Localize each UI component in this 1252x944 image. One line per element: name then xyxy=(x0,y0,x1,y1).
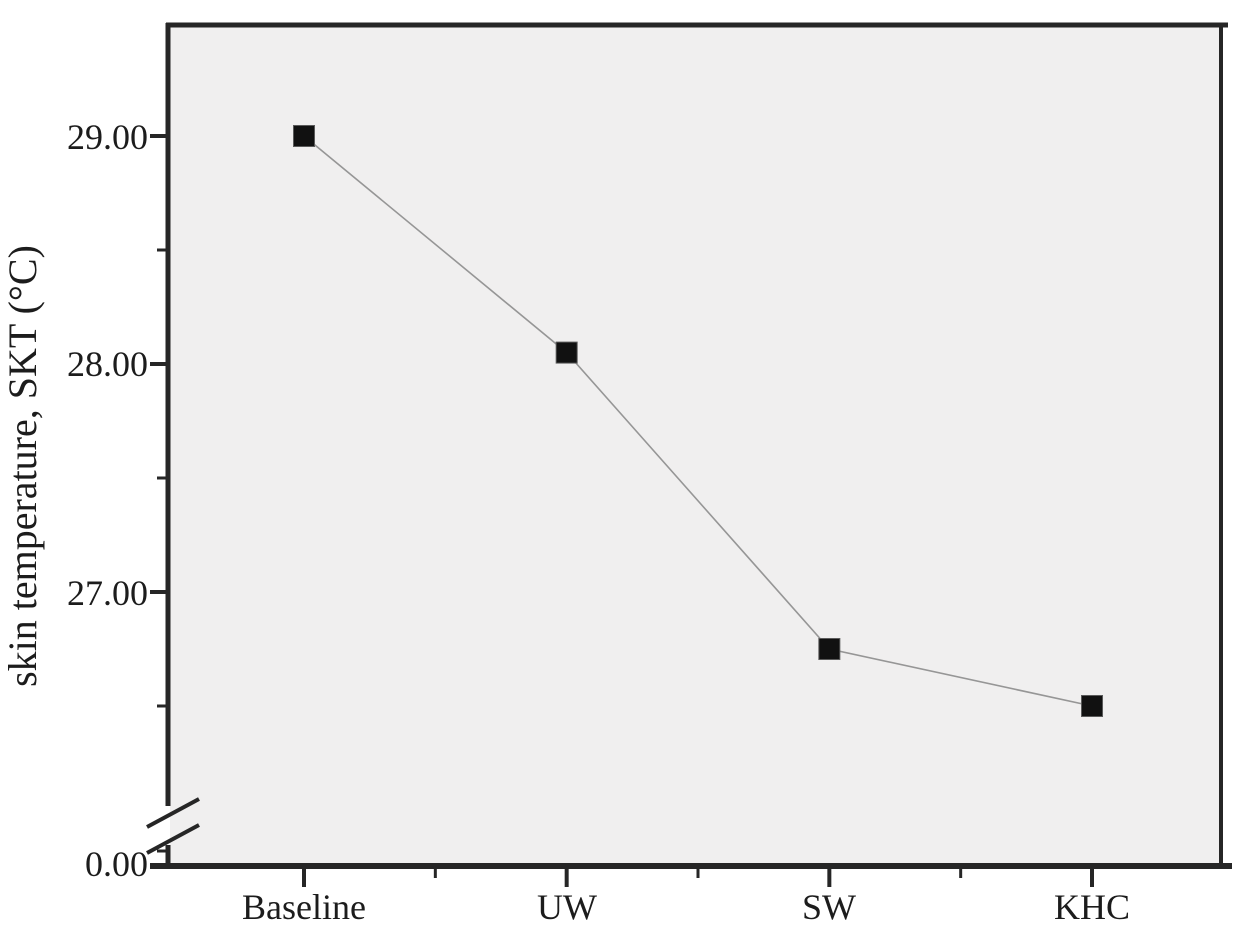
series-line xyxy=(303,135,1093,707)
y-tick-label-29: 29.00 xyxy=(67,117,148,157)
data-point-sw xyxy=(818,638,841,660)
data-series xyxy=(293,125,1104,717)
x-label-sw: SW xyxy=(802,887,856,927)
data-point-baseline xyxy=(293,125,315,147)
y-tick-label-0: 0.00 xyxy=(85,844,148,884)
data-point-khc xyxy=(1081,695,1104,717)
axis-break-slash xyxy=(146,797,200,829)
y-tick-label-27: 27.00 xyxy=(67,573,148,613)
axis-break-slash xyxy=(146,823,200,855)
axis-ticks xyxy=(150,134,1095,887)
y-axis-break-marks xyxy=(146,797,200,855)
y-axis-title: skin temperature, SKT (°C) xyxy=(0,245,45,687)
x-axis-category-labels: Baseline UW SW KHC xyxy=(242,887,1130,927)
y-axis-tick-labels: 29.00 28.00 27.00 0.00 xyxy=(67,117,148,884)
x-label-baseline: Baseline xyxy=(242,887,366,927)
y-tick-label-28: 28.00 xyxy=(67,344,148,384)
data-point-uw xyxy=(555,341,578,364)
plot-area xyxy=(170,23,1221,868)
x-label-uw: UW xyxy=(537,887,597,927)
x-label-khc: KHC xyxy=(1054,887,1130,927)
axis-borders xyxy=(150,22,1232,869)
